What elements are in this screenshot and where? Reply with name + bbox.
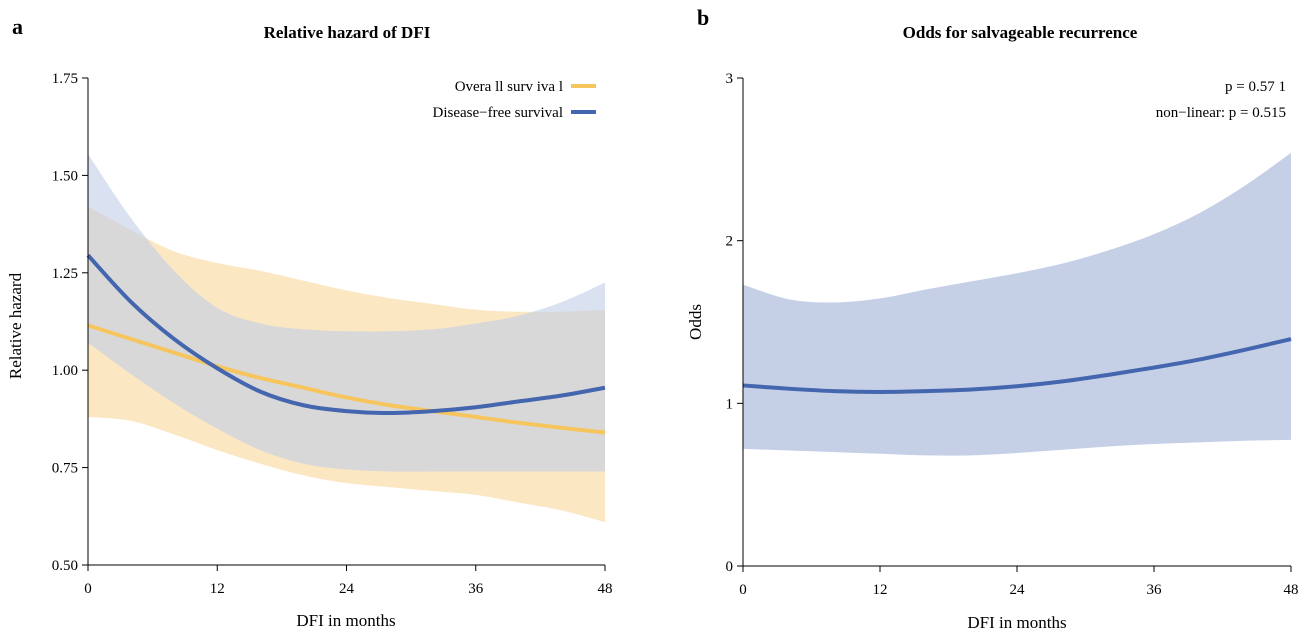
y-ticks-b: 0 1 2 3 — [726, 71, 743, 575]
y-ticks-a: 0.50 0.75 1.00 1.25 1.50 1.75 — [52, 71, 88, 574]
series-line-series — [742, 337, 1292, 394]
confidence-band-disease-free-survival — [88, 153, 605, 472]
confidence-band-b — [743, 152, 1291, 456]
x-tick-label: 24 — [339, 581, 355, 597]
y-tick-label: 2 — [726, 234, 734, 250]
y-axis-label-a: Relative hazard — [6, 272, 25, 379]
y-tick-label: 1.25 — [52, 266, 78, 282]
y-tick-label: 1.75 — [52, 71, 78, 87]
annotation-non-linear-p-value: non−linear: p = 0.515 — [1156, 105, 1286, 121]
x-tick-label: 48 — [598, 581, 613, 597]
x-ticks-a: 0 12 24 36 48 — [84, 565, 613, 597]
panel-letter-a: a — [12, 14, 23, 39]
y-tick-label: 1 — [726, 396, 734, 412]
confidence-bands-a — [88, 153, 605, 523]
panel-letter-b: b — [697, 5, 709, 30]
y-tick-label: 0 — [726, 559, 734, 575]
x-axis-label-b: DFI in months — [967, 613, 1066, 632]
x-tick-label: 24 — [1010, 582, 1026, 598]
x-ticks-b: 0 12 24 36 48 — [739, 566, 1299, 598]
annotation-p-value: p = 0.57 1 — [1225, 79, 1286, 95]
x-tick-label: 12 — [210, 581, 225, 597]
y-axis-label-b: Odds — [686, 304, 705, 340]
series-line-overa-ll-surv-iva-l — [87, 323, 606, 435]
series-line-b — [742, 337, 1292, 394]
x-axis-label-a: DFI in months — [296, 611, 395, 630]
chart-title-a: Relative hazard of DFI — [264, 23, 431, 42]
x-tick-label: 0 — [739, 582, 747, 598]
confidence-band-series — [743, 152, 1291, 456]
y-tick-label: 1.50 — [52, 168, 78, 184]
legend-a: Overa ll surv iva l Disease−free surviva… — [433, 79, 596, 121]
series-lines-a — [86, 253, 606, 435]
chart-title-b: Odds for salvageable recurrence — [903, 23, 1138, 42]
x-tick-label: 36 — [1147, 582, 1163, 598]
legend-label-overall-survival: Overa ll surv iva l — [455, 79, 563, 95]
y-tick-label: 1.00 — [52, 363, 78, 379]
x-tick-label: 36 — [468, 581, 484, 597]
x-tick-label: 48 — [1284, 582, 1299, 598]
y-tick-label: 3 — [726, 71, 734, 87]
series-line-disease-free-survival — [86, 253, 606, 416]
panel-a: a Relative hazard of DFI 0.50 0.75 1.00 1.2… — [6, 14, 613, 630]
y-tick-label: 0.50 — [52, 558, 78, 574]
legend-label-disease-free-survival: Disease−free survival — [433, 105, 564, 121]
x-tick-label: 0 — [84, 581, 92, 597]
x-tick-label: 12 — [873, 582, 888, 598]
y-tick-label: 0.75 — [52, 461, 78, 477]
